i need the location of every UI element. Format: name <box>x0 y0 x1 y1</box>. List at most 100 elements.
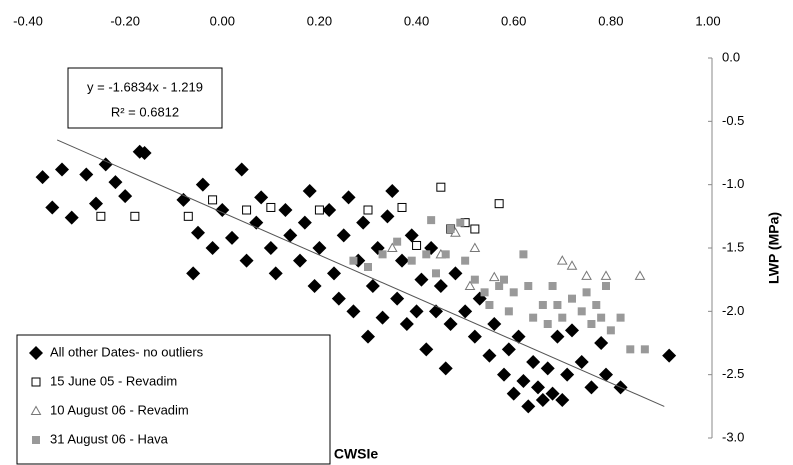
legend-marker <box>30 405 42 415</box>
series <box>386 227 646 290</box>
point <box>302 184 317 198</box>
r-squared: R² = 0.6812 <box>111 104 179 119</box>
point <box>594 336 609 350</box>
point <box>482 348 497 363</box>
point <box>346 304 361 319</box>
point <box>137 146 152 160</box>
point <box>312 241 327 255</box>
point <box>553 301 562 309</box>
point <box>427 216 436 225</box>
point <box>448 266 463 281</box>
point <box>506 386 521 401</box>
point <box>521 399 536 414</box>
point <box>314 205 324 215</box>
x-tick-label: 0.00 <box>210 13 235 28</box>
point <box>500 275 508 284</box>
point <box>89 196 103 211</box>
point <box>234 162 249 177</box>
point <box>574 355 589 369</box>
point <box>363 205 373 215</box>
point <box>432 269 440 278</box>
point <box>529 313 538 322</box>
legend-label: 15 June 05 - Revadim <box>50 373 177 388</box>
point <box>600 270 612 280</box>
point <box>45 200 60 215</box>
x-axis-label: CWSIe <box>334 446 379 462</box>
point <box>545 386 560 401</box>
point <box>283 228 298 243</box>
point <box>263 241 278 255</box>
y-tick-label: -2.5 <box>722 366 744 381</box>
point <box>495 282 504 290</box>
point <box>393 237 402 246</box>
point <box>349 256 358 265</box>
legend-box <box>16 334 331 465</box>
point <box>364 263 372 271</box>
legend-label: All other Dates- no outliers <box>50 344 204 359</box>
point <box>556 255 568 265</box>
x-tick-label: 0.40 <box>404 13 429 28</box>
point <box>458 304 473 319</box>
legend-label: 10 August 06 - Revadim <box>50 402 189 417</box>
point <box>543 320 552 328</box>
x-tick-label: 0.80 <box>598 13 623 28</box>
point <box>446 225 455 233</box>
point <box>597 313 606 322</box>
point <box>436 182 446 192</box>
point <box>467 329 482 344</box>
point <box>414 272 429 287</box>
point <box>297 215 312 230</box>
point <box>470 224 480 234</box>
equation: y = -1.6834x - 1.219 <box>87 79 203 94</box>
point <box>480 288 489 297</box>
x-tick-label: -0.20 <box>110 13 140 28</box>
point <box>183 211 193 221</box>
point <box>587 320 596 328</box>
point <box>550 329 565 344</box>
point <box>616 313 625 322</box>
point <box>568 294 576 303</box>
y-tick-label: -3.0 <box>722 429 744 444</box>
point <box>268 266 283 281</box>
point <box>488 271 500 282</box>
point <box>626 345 635 354</box>
point <box>254 190 269 205</box>
point <box>560 367 575 382</box>
point <box>375 310 390 325</box>
point <box>385 184 400 198</box>
point <box>322 203 337 217</box>
point <box>456 218 465 227</box>
point <box>208 195 218 205</box>
point <box>108 175 123 190</box>
y-axis-label: LWP (MPa) <box>766 212 782 284</box>
point <box>356 215 371 230</box>
point <box>191 225 205 240</box>
trendline <box>56 139 665 407</box>
point <box>602 282 610 290</box>
point <box>540 361 555 376</box>
point <box>79 167 94 182</box>
point <box>634 270 646 280</box>
equation-box <box>67 67 223 129</box>
x-tick-label: 1.00 <box>695 13 720 28</box>
point <box>35 170 50 185</box>
x-tick-label: -0.40 <box>13 13 43 28</box>
point <box>438 361 453 376</box>
point <box>497 367 511 382</box>
point <box>361 329 375 344</box>
point <box>464 280 476 290</box>
point <box>341 190 356 205</box>
point <box>469 242 481 252</box>
point <box>130 211 140 221</box>
point <box>419 342 434 357</box>
point <box>535 393 550 407</box>
point <box>531 380 545 395</box>
point <box>55 162 69 177</box>
point <box>186 266 201 281</box>
point <box>336 228 351 243</box>
y-tick-label: -0.5 <box>722 113 744 128</box>
point <box>555 393 570 407</box>
point <box>412 240 422 250</box>
point <box>558 313 567 322</box>
